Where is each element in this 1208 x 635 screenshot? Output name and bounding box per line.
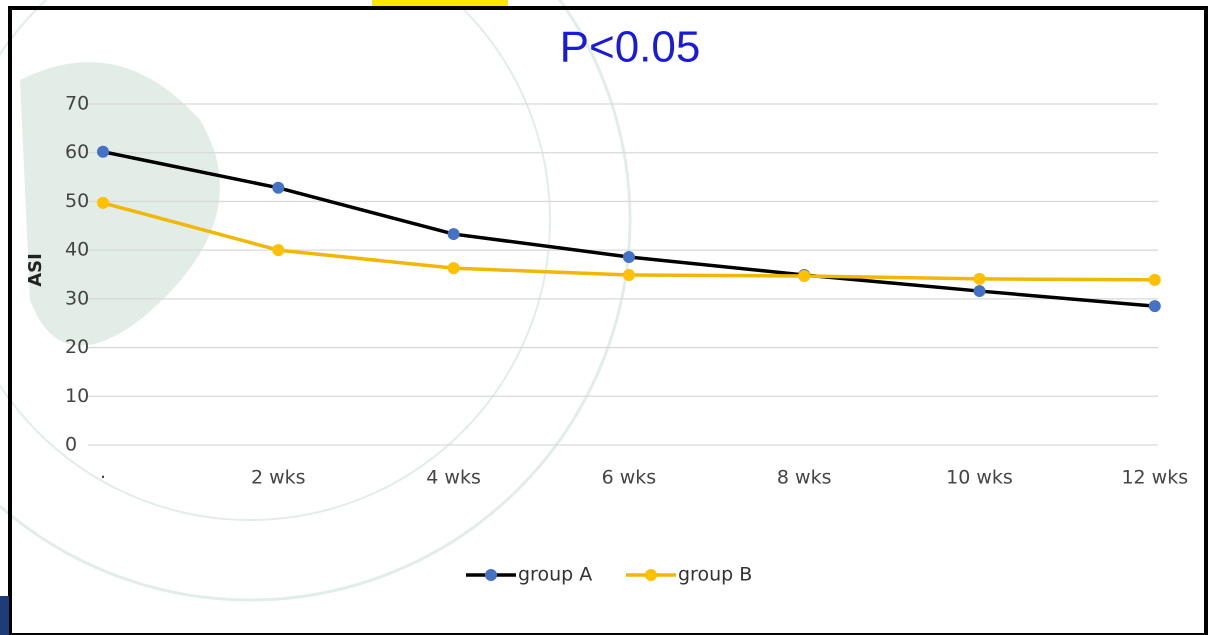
x-tick-label: 2 wks: [251, 467, 306, 489]
y-tick-label: 20: [65, 336, 89, 358]
legend-marker: [645, 569, 657, 581]
data-point: [622, 250, 635, 263]
x-tick-label: 12 wks: [1121, 467, 1188, 489]
x-tick-label: 4 wks: [426, 467, 481, 489]
y-tick-label: 30: [65, 287, 89, 309]
data-point: [97, 196, 109, 209]
data-point: [622, 268, 635, 281]
watermark: [0, 0, 632, 602]
data-point: [272, 181, 285, 194]
y-tick-label: 50: [65, 190, 89, 212]
legend-marker: [485, 569, 497, 581]
y-tick-label: 10: [65, 385, 89, 407]
data-point: [272, 244, 285, 257]
y-tick-label: 60: [65, 141, 89, 163]
legend-label: group B: [678, 564, 752, 586]
y-tick-label: 70: [65, 93, 89, 115]
data-point: [973, 285, 986, 298]
corner-strip: [0, 596, 9, 635]
data-point: [447, 228, 460, 241]
data-point: [798, 269, 811, 282]
x-tick-label: 8 wks: [777, 467, 832, 489]
x-tick-label: 6 wks: [602, 467, 657, 489]
title-highlight: [372, 0, 508, 8]
data-point: [973, 272, 986, 285]
y-tick-label: 0: [65, 434, 77, 456]
x-tick-label: ·: [100, 467, 106, 489]
data-point: [97, 145, 109, 158]
y-tick-label: 40: [65, 239, 89, 261]
data-point: [1148, 273, 1161, 286]
data-point: [1148, 300, 1161, 313]
legend-label: group A: [518, 564, 592, 586]
y-axis-label: ASI: [25, 253, 46, 287]
data-point: [447, 262, 460, 275]
p-value: P<0.05: [560, 23, 701, 72]
x-tick-label: 10 wks: [946, 467, 1013, 489]
frame: [8, 6, 1208, 635]
